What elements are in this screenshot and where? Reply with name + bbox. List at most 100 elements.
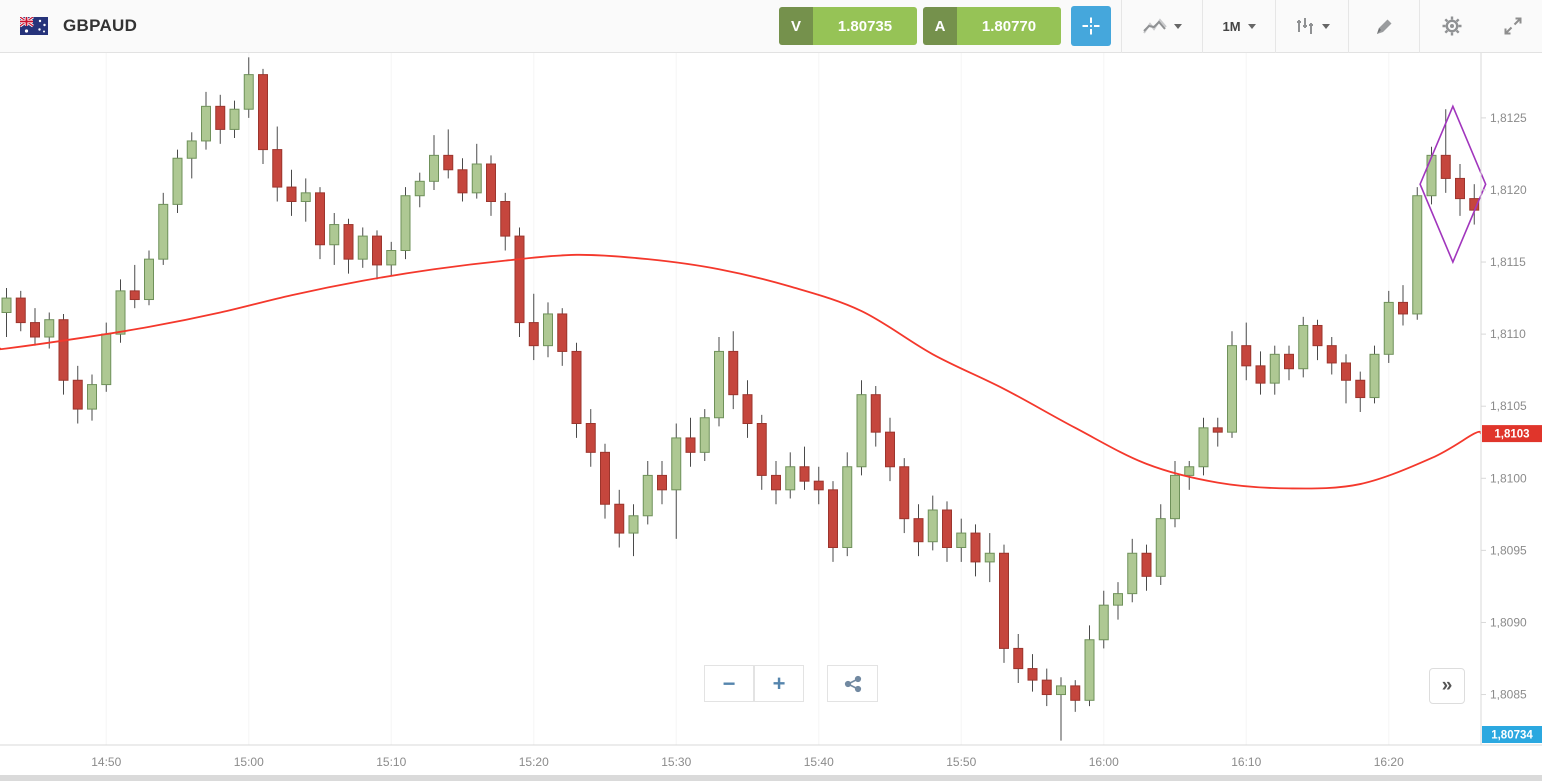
candlestick	[1056, 685, 1066, 696]
candlestick	[1355, 379, 1366, 399]
zoom-out-button[interactable]: −	[704, 665, 754, 702]
timeframe-label: 1M	[1222, 18, 1241, 34]
time-tick-label: 16:00	[1089, 755, 1119, 769]
crosshair-button[interactable]	[1071, 6, 1111, 46]
toolbar-divider	[1419, 0, 1420, 53]
candlestick	[699, 417, 710, 453]
candlestick	[870, 394, 881, 433]
zoom-in-button[interactable]: +	[754, 665, 804, 702]
candlestick	[1227, 345, 1237, 433]
candlestick	[528, 322, 539, 347]
candlestick	[1440, 154, 1451, 179]
candlestick	[1398, 301, 1408, 315]
minus-icon: −	[722, 670, 736, 696]
candlestick	[115, 290, 126, 335]
candlestick	[1426, 154, 1437, 197]
candlestick	[1070, 685, 1081, 701]
candlestick	[942, 509, 952, 548]
candlestick	[771, 474, 781, 491]
candlestick	[899, 466, 910, 520]
fullscreen-button[interactable]	[1484, 0, 1542, 53]
candlestick	[799, 466, 810, 482]
candlestick	[1284, 353, 1294, 370]
candlestick	[756, 423, 767, 476]
candlestick	[885, 431, 895, 468]
candlestick	[58, 319, 69, 381]
candlestick	[486, 163, 496, 202]
candlestick	[1455, 177, 1465, 200]
toolbar-divider	[1348, 0, 1349, 53]
candlestick	[158, 203, 169, 260]
candlestick	[300, 192, 311, 202]
candlestick	[258, 74, 268, 151]
candlestick	[714, 350, 724, 419]
time-tick-label: 15:00	[234, 755, 264, 769]
price-chart[interactable]: 1,8125 1,8120 1,8115 1,8110 1,8105 1,8100 1,80…	[0, 53, 1542, 775]
price-tick-label: 1,8125	[1490, 111, 1527, 125]
candlestick	[1184, 466, 1195, 476]
buy-button[interactable]: A 1.80770	[923, 7, 1061, 45]
candlestick	[1198, 427, 1209, 468]
buy-price: 1.80770	[957, 7, 1061, 45]
time-tick-label: 15:50	[946, 755, 976, 769]
double-chevron-right-icon: »	[1441, 675, 1453, 696]
expand-icon	[1504, 17, 1522, 35]
ma-price-tag-label: 1,8103	[1494, 429, 1529, 441]
timeframe-button[interactable]: 1M	[1203, 0, 1275, 53]
collapse-panel-button[interactable]: »	[1429, 668, 1465, 704]
drawing-tools-button[interactable]	[1349, 0, 1419, 53]
candlestick	[728, 350, 739, 396]
price-tick-label: 1,8090	[1490, 615, 1527, 629]
candlestick	[657, 474, 667, 491]
indicators-icon	[1296, 18, 1313, 34]
candlestick	[243, 74, 254, 110]
horizontal-scrollbar[interactable]	[0, 775, 1542, 781]
candlestick	[970, 532, 981, 563]
candlestick	[685, 437, 696, 453]
candlestick	[1155, 518, 1166, 577]
sell-button[interactable]: V 1.80735	[779, 7, 917, 45]
candlestick	[828, 489, 838, 548]
price-tick-label: 1,8120	[1490, 183, 1527, 197]
candlestick	[443, 154, 454, 171]
candlestick	[172, 157, 183, 205]
current-price-tag-label: 1,80734	[1491, 730, 1533, 742]
candlestick	[1141, 552, 1152, 577]
gbpaud-flag-icon	[20, 17, 48, 35]
price-tick-label: 1,8105	[1490, 399, 1527, 413]
toolbar-divider	[1202, 0, 1203, 53]
chart-type-button[interactable]	[1122, 0, 1202, 53]
time-tick-label: 15:40	[804, 755, 834, 769]
candlestick	[44, 319, 55, 338]
candlestick	[1269, 353, 1280, 384]
candlestick	[984, 552, 995, 563]
candlestick	[585, 423, 596, 453]
candlestick	[30, 322, 40, 338]
candlestick	[15, 297, 26, 324]
candlestick	[144, 258, 154, 301]
current-price-tag	[1482, 726, 1542, 743]
candlestick	[1383, 301, 1394, 355]
settings-button[interactable]	[1420, 0, 1484, 53]
candlestick	[956, 532, 967, 548]
candlestick	[186, 140, 197, 159]
time-tick-label: 15:10	[376, 755, 406, 769]
indicators-button[interactable]	[1276, 0, 1348, 53]
candlestick	[1298, 324, 1309, 370]
chart-toolbar: GBPAUD V 1.80735 A 1.80770 1M	[0, 0, 1542, 53]
chevron-down-icon	[1321, 23, 1330, 29]
toolbar-divider	[1121, 0, 1122, 53]
chevron-down-icon	[1247, 23, 1256, 29]
candlestick	[1113, 593, 1123, 606]
candlestick	[414, 180, 425, 197]
share-button[interactable]	[827, 665, 878, 702]
crosshair-icon	[1082, 17, 1100, 35]
candlestick	[201, 105, 211, 142]
candlestick	[1170, 474, 1180, 520]
price-tick-label: 1,8110	[1490, 327, 1526, 341]
line-chart-icon	[1142, 17, 1167, 34]
diamond-drawing[interactable]	[1419, 104, 1487, 265]
gear-icon	[1442, 16, 1462, 36]
toolbar-divider	[1275, 0, 1276, 53]
candlestick	[272, 149, 283, 188]
